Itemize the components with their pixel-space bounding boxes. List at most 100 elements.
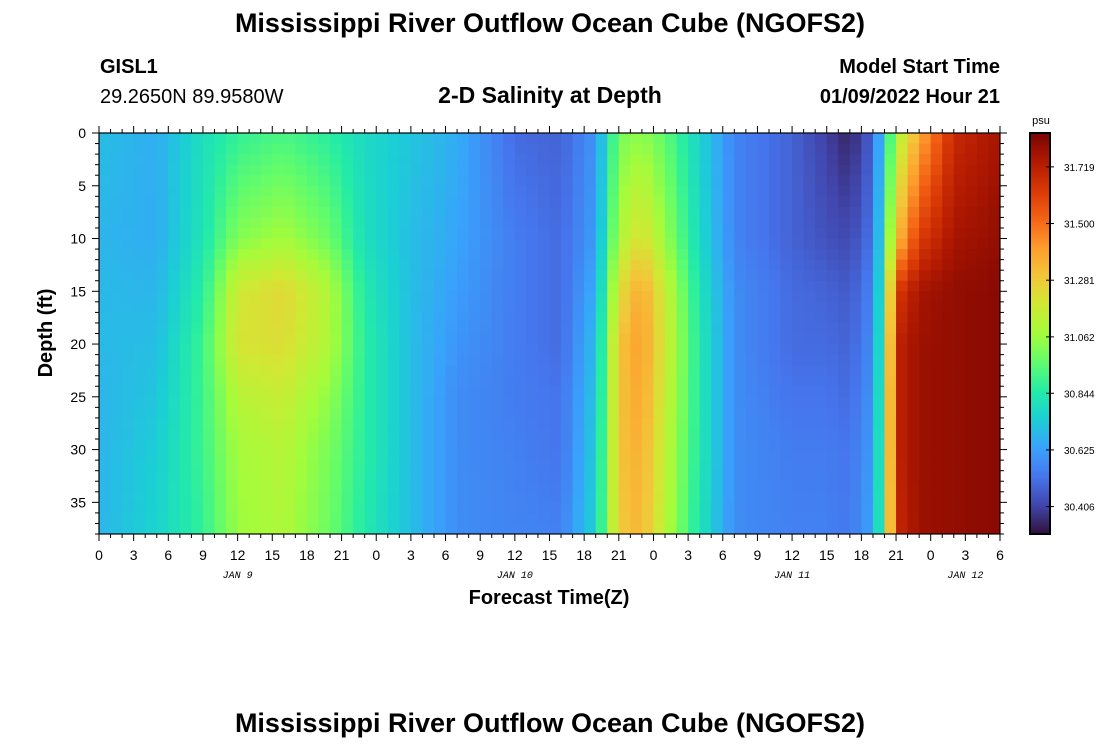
heatmap-cell	[561, 439, 574, 451]
heatmap-cell	[722, 512, 735, 525]
heatmap-cell	[179, 164, 193, 176]
heatmap-cell	[722, 354, 735, 366]
heatmap-cell	[457, 470, 470, 482]
heatmap-cell	[872, 249, 886, 261]
heatmap-cell	[249, 354, 262, 366]
heatmap-cell	[907, 512, 920, 525]
heatmap-cell	[884, 333, 897, 345]
heatmap-cell	[179, 175, 193, 187]
heatmap-cell	[272, 154, 285, 166]
heatmap-cell	[907, 407, 920, 419]
heatmap-cell	[884, 502, 897, 514]
heatmap-cell	[815, 238, 828, 250]
heatmap-cell	[572, 439, 585, 451]
heatmap-cell	[445, 428, 458, 440]
heatmap-cell	[653, 449, 666, 461]
heatmap-cell	[665, 270, 678, 282]
heatmap-cell	[561, 238, 574, 250]
heatmap-cell	[122, 185, 135, 197]
heatmap-cell	[433, 164, 447, 176]
heatmap-cell	[445, 523, 458, 534]
heatmap-cell	[965, 217, 978, 229]
heatmap-cell	[364, 470, 377, 482]
heatmap-cell	[480, 185, 493, 197]
heatmap-cell	[653, 428, 666, 440]
heatmap-cell	[249, 449, 262, 461]
heatmap-cell	[734, 375, 747, 387]
heatmap-cell	[387, 439, 400, 451]
heatmap-cell	[272, 143, 285, 155]
heatmap-cell	[688, 333, 701, 345]
heatmap-cell	[168, 396, 181, 408]
heatmap-cell	[665, 249, 678, 261]
heatmap-cell	[826, 133, 839, 145]
heatmap-cell	[191, 344, 204, 356]
heatmap-cell	[202, 217, 216, 229]
heatmap-cell	[561, 301, 574, 313]
heatmap-cell	[526, 386, 539, 398]
heatmap-cell	[826, 291, 839, 303]
heatmap-cell	[965, 344, 978, 356]
heatmap-cell	[179, 449, 193, 461]
heatmap-cell	[942, 185, 955, 197]
heatmap-cell	[514, 154, 527, 166]
heatmap-cell	[387, 196, 400, 208]
heatmap-cell	[376, 280, 389, 292]
heatmap-cell	[526, 227, 539, 240]
heatmap-cell	[607, 491, 620, 503]
heatmap-cell	[884, 164, 897, 176]
heatmap-cell	[156, 185, 169, 197]
heatmap-cell	[202, 143, 216, 155]
heatmap-cell	[387, 396, 400, 408]
heatmap-cell	[792, 344, 805, 356]
heatmap-cell	[653, 407, 666, 419]
heatmap-cell	[792, 365, 805, 377]
heatmap-cell	[110, 481, 123, 493]
heatmap-cell	[168, 365, 181, 377]
heatmap-cell	[445, 460, 458, 472]
heatmap-cell	[445, 396, 458, 408]
heatmap-cell	[168, 460, 181, 472]
heatmap-cell	[283, 333, 296, 345]
heatmap-cell	[676, 185, 689, 197]
heatmap-cell	[122, 206, 135, 219]
heatmap-cell	[491, 143, 504, 155]
heatmap-cell	[849, 460, 862, 472]
heatmap-cell	[480, 227, 493, 240]
heatmap-cell	[445, 481, 458, 493]
heatmap-cell	[422, 491, 435, 503]
heatmap-cell	[930, 470, 943, 482]
heatmap-cell	[214, 502, 227, 514]
heatmap-cell	[226, 470, 239, 482]
heatmap-cell	[191, 185, 204, 197]
heatmap-cell	[457, 460, 470, 472]
heatmap-cell	[399, 312, 412, 324]
heatmap-cell	[757, 291, 770, 303]
heatmap-cell	[249, 133, 262, 145]
heatmap-cell	[653, 133, 666, 145]
heatmap-cell	[653, 375, 666, 387]
heatmap-cell	[122, 439, 135, 451]
heatmap-cell	[699, 143, 712, 155]
heatmap-cell	[480, 365, 493, 377]
heatmap-cell	[202, 375, 216, 387]
heatmap-cell	[930, 417, 943, 430]
heatmap-cell	[491, 439, 504, 451]
heatmap-cell	[896, 386, 909, 398]
heatmap-cell	[965, 185, 978, 197]
heatmap-cell	[896, 449, 909, 461]
heatmap-cell	[745, 249, 759, 261]
heatmap-cell	[226, 206, 239, 219]
heatmap-cell	[202, 227, 216, 240]
heatmap-cell	[537, 365, 551, 377]
heatmap-cell	[884, 375, 897, 387]
heatmap-cell	[930, 238, 943, 250]
heatmap-cell	[237, 270, 250, 282]
heatmap-cell	[965, 175, 978, 187]
heatmap-cell	[549, 344, 562, 356]
heatmap-cell	[433, 396, 447, 408]
heatmap-cell	[422, 470, 435, 482]
heatmap-cell	[295, 312, 308, 324]
heatmap-cell	[896, 375, 909, 387]
heatmap-cell	[745, 143, 759, 155]
